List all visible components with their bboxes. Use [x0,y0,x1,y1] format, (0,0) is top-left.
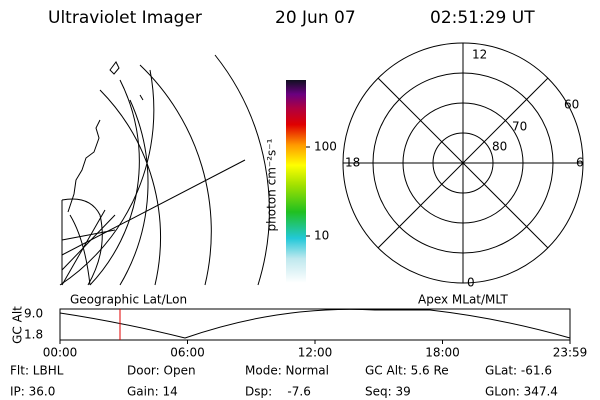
colorbar [286,80,306,283]
colorbar-tick-label: 100 [314,140,337,154]
info-field: GLat: -61.6 [485,364,552,378]
info-field: Door: Open [127,364,196,378]
mlt-label: 12 [472,48,487,62]
info-field: GC Alt: 5.6 Re [365,364,449,378]
info-field: Dsp: -7.6 [245,385,311,399]
timeline-ylabel: GC Alt [11,306,25,344]
info-field: GLon: 347.4 [485,385,558,399]
timeline-xtick: 18:00 [425,346,460,360]
date: 20 Jun 07 [275,8,356,28]
timeline-ytick: 9.0 [24,307,43,321]
info-field: Flt: LBHL [10,364,64,378]
lat-label: 80 [492,140,507,154]
time: 02:51:29 UT [430,8,535,28]
altitude-curve [59,308,571,339]
info-field: Mode: Normal [245,364,329,378]
timeline-ytick: 1.8 [24,328,43,342]
info-field: IP: 36.0 [10,385,55,399]
colorbar-tick-label: 10 [314,229,329,243]
timeline-xtick: 12:00 [298,346,333,360]
mlt-label: 18 [345,156,360,170]
timeline-xtick: 00:00 [43,346,78,360]
mlt-label: 6 [576,156,584,170]
colorbar-label: photon cm⁻²s⁻¹ [265,138,279,231]
mlt-label: 0 [467,276,475,290]
map-caption: Geographic Lat/Lon [70,293,187,307]
info-field: Gain: 14 [127,385,178,399]
title: Ultraviolet Imager [48,8,202,28]
polar-grid [342,42,584,284]
lat-label: 60 [564,98,579,112]
polar-caption: Apex MLat/MLT [418,293,508,307]
info-field: Seq: 39 [365,385,411,399]
lat-label: 70 [512,120,527,134]
timeline-xtick: 23:59 [553,346,588,360]
timeline-xtick: 06:00 [170,346,205,360]
timeline-frame [59,308,571,341]
geo-map [59,54,270,286]
